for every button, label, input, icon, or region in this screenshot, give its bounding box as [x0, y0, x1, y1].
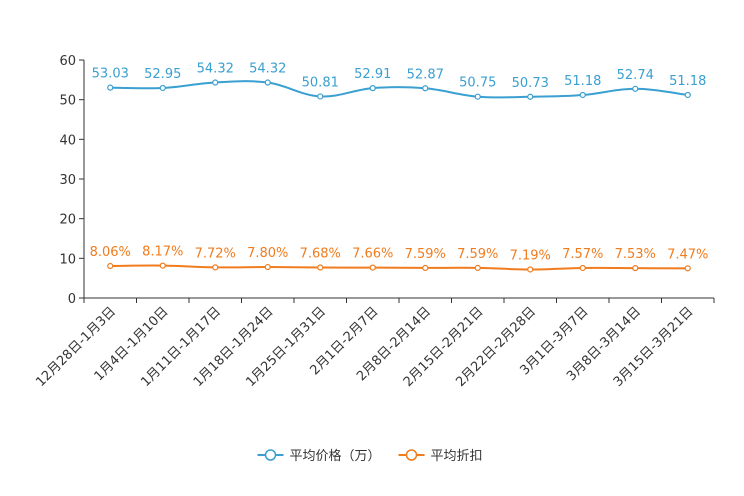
- series-2-point[interactable]: [579, 264, 586, 272]
- series-2-point[interactable]: [632, 265, 639, 272]
- series-1-point[interactable]: [159, 84, 166, 92]
- series-2-data-label: 8.06%: [90, 245, 131, 260]
- y-tick-label: 0: [68, 292, 76, 307]
- series-1-data-label: 50.75: [459, 76, 496, 91]
- legend-label: 平均折扣: [431, 449, 483, 464]
- series-line-1: [110, 80, 688, 99]
- series-2-point[interactable]: [159, 262, 166, 269]
- series-1-data-label: 54.32: [249, 62, 286, 77]
- series-1-point[interactable]: [579, 91, 586, 99]
- series-1-data-label: 51.18: [669, 74, 706, 89]
- y-tick-label: 10: [59, 252, 76, 267]
- legend-item-1[interactable]: 平均价格（万）: [257, 448, 381, 464]
- series-2-data-label: 7.72%: [195, 246, 236, 261]
- series-1-point[interactable]: [317, 93, 324, 100]
- series-2-data-label: 7.80%: [247, 246, 288, 261]
- series-1-point[interactable]: [527, 93, 534, 100]
- series-1-data-label: 50.73: [512, 76, 549, 91]
- legend-label: 平均价格（万）: [290, 448, 381, 464]
- series-2-point[interactable]: [474, 264, 481, 271]
- series-2-point[interactable]: [107, 262, 114, 270]
- series-1-point[interactable]: [264, 79, 271, 86]
- series-2-data-label: 7.19%: [510, 248, 551, 263]
- legend-swatch-marker: [264, 449, 277, 461]
- series-2-data-label: 7.47%: [667, 247, 708, 262]
- series-1-point[interactable]: [474, 93, 481, 100]
- series-2-data-label: 7.59%: [457, 247, 498, 262]
- series-1-data-label: 52.74: [617, 68, 654, 83]
- series-2-data-label: 7.59%: [405, 247, 446, 262]
- series-1-point[interactable]: [632, 85, 639, 92]
- series-1-data-label: 50.81: [302, 75, 339, 90]
- y-tick-label: 60: [59, 54, 76, 69]
- legend-item-2[interactable]: 平均折扣: [398, 449, 483, 464]
- series-1-data-label: 53.03: [92, 67, 129, 82]
- series-2-data-label: 7.53%: [615, 247, 656, 262]
- series-2-data-label: 7.68%: [300, 247, 341, 262]
- series-1-point[interactable]: [212, 79, 219, 86]
- series-2-point[interactable]: [684, 265, 691, 272]
- series-2-point[interactable]: [527, 266, 534, 273]
- series-1-data-label: 54.32: [197, 62, 234, 77]
- series-1-point[interactable]: [369, 85, 376, 92]
- series-1-data-label: 52.91: [354, 67, 391, 82]
- series-2-data-label: 7.57%: [562, 247, 603, 262]
- y-tick-label: 20: [59, 213, 76, 228]
- series-1-point[interactable]: [422, 85, 429, 92]
- series-2-point[interactable]: [422, 264, 429, 271]
- series-2-data-label: 8.17%: [142, 245, 183, 260]
- series-2-point[interactable]: [369, 264, 376, 271]
- y-tick-label: 40: [59, 133, 76, 148]
- series-line-2: [110, 264, 688, 271]
- y-tick-label: 30: [59, 173, 76, 188]
- series-1-data-label: 51.18: [564, 74, 601, 89]
- series-1-point[interactable]: [107, 84, 114, 91]
- legend-swatch-marker: [405, 449, 418, 461]
- series-2-point[interactable]: [264, 263, 271, 271]
- y-tick-label: 50: [59, 94, 76, 109]
- series-2-data-label: 7.66%: [352, 247, 393, 262]
- series-1-data-label: 52.87: [407, 67, 444, 82]
- series-1-data-label: 52.95: [144, 67, 181, 82]
- series-1-point[interactable]: [684, 91, 691, 99]
- series-2-point[interactable]: [212, 264, 219, 271]
- series-2-point[interactable]: [317, 264, 324, 271]
